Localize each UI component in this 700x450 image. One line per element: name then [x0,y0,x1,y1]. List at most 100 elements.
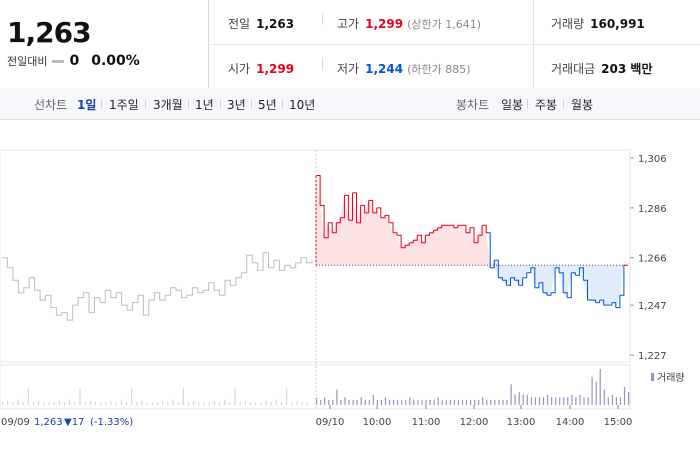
x-tick-label: 13:00 [507,417,536,428]
price-segment [607,302,613,306]
price-segment [559,272,564,293]
volume-bar [425,399,427,405]
prev-volume-bar [84,402,86,405]
prev-volume-bar [105,402,107,405]
prev-volume-bar [281,402,282,405]
price-segment [344,194,349,221]
high-cell: 고가 1,299 (상한가 1,641) [337,15,481,32]
change-percent: 0.00% [91,53,140,69]
price-segment [494,259,499,278]
tab-separator [282,99,283,109]
low-label: 저가 [337,62,360,76]
price-segment [514,279,520,286]
prev-volume-bar [89,400,91,405]
price-segment [376,207,382,218]
volume-bar [348,399,350,405]
amount-value: 203 백만 [601,62,653,76]
price-segment [425,232,430,236]
volume-bar [340,399,342,405]
prev-volume-bar [286,388,288,405]
tab-1week[interactable]: 1주일 [109,98,139,112]
y-tick-label: 1,247 [638,301,667,312]
prev-volume-bar [162,400,164,405]
tab-3month[interactable]: 3개월 [153,98,183,112]
volume-bar [449,399,451,405]
prev-volume-bar [275,399,277,405]
volume-bar [352,399,354,405]
price-segment [393,232,398,236]
volume-bar [461,399,464,405]
price-segment [510,277,515,281]
volume-bar [457,399,459,405]
volume-bar [332,399,334,405]
price-segment [449,224,455,228]
volume-cell: 거래량 160,991 [551,15,645,32]
price-segment [518,277,524,286]
tab-monthly-candle[interactable]: 월봉 [571,98,594,112]
price-segment [526,267,532,274]
volume-bar [530,397,532,405]
price-segment [595,300,601,304]
tab-daily-candle[interactable]: 일봉 [501,98,524,112]
row-divider [208,44,700,45]
price-segment [534,282,540,289]
change-label: 전일대비 [7,55,48,68]
period-tabs: 선차트 1일 1주일 3개월 1년 3년 5년 10년 봉차트 일봉 주봉 월봉 [0,88,700,120]
prev-volume-bar [151,402,153,405]
volume-bar [607,397,609,405]
prev-volume-bar [27,388,29,405]
prev-volume-bar [141,400,143,405]
volume-bar [599,369,601,405]
volume-bar [486,399,488,405]
prev-volume-bar [100,402,102,405]
tab-1year[interactable]: 1년 [195,98,214,112]
price-segment [421,235,426,244]
volume-bar [494,399,496,405]
tab-3year[interactable]: 3년 [227,98,246,112]
tab-10year[interactable]: 10년 [289,98,316,112]
prev-volume-bar [172,399,174,405]
price-segment [413,235,418,241]
price-segment [575,267,580,276]
prev-volume-bar [48,402,50,405]
tab-5year[interactable]: 5년 [258,98,277,112]
prev-change-footer: ▼17 [64,417,84,428]
price-segment [328,222,333,233]
open-label: 시가 [228,62,251,76]
open-value: 1,299 [256,62,295,76]
price-segment [401,245,406,249]
volume-bar [417,399,419,405]
fall-area [316,265,628,308]
tab-1day[interactable]: 1일 [77,98,97,112]
high-label: 고가 [337,17,360,31]
volume-bar [563,397,565,405]
volume-bar [393,399,395,405]
volume-bar [542,397,545,405]
price-segment [591,299,597,303]
volume-bar [534,397,536,405]
quote-panel: 1,263 전일대비 0 0.00% 전일 1,263 고가 1,299 (상한가 1… [0,0,700,89]
volume-bar [401,399,403,405]
price-segment [356,205,362,224]
price-segment [368,199,374,213]
prev-volume-bar [193,400,195,405]
price-segment [453,225,459,229]
tab-separator [251,99,252,109]
price-segment [538,282,544,293]
prev-volume-bar [203,402,205,405]
price-segment [619,265,625,296]
volume-bar [445,399,447,405]
prev-volume-bar [146,402,148,405]
volume-bar [437,397,439,405]
volume-bar [502,399,504,405]
prev-date-label: 09/09 [1,417,30,428]
price-segment [405,242,410,246]
tab-separator [188,99,189,109]
tab-weekly-candle[interactable]: 주봉 [535,98,558,112]
price-segment [563,292,568,298]
y-tick-label: 1,227 [638,351,667,362]
price-segment [498,277,503,281]
rise-area [316,175,628,266]
volume-bar [433,399,435,405]
